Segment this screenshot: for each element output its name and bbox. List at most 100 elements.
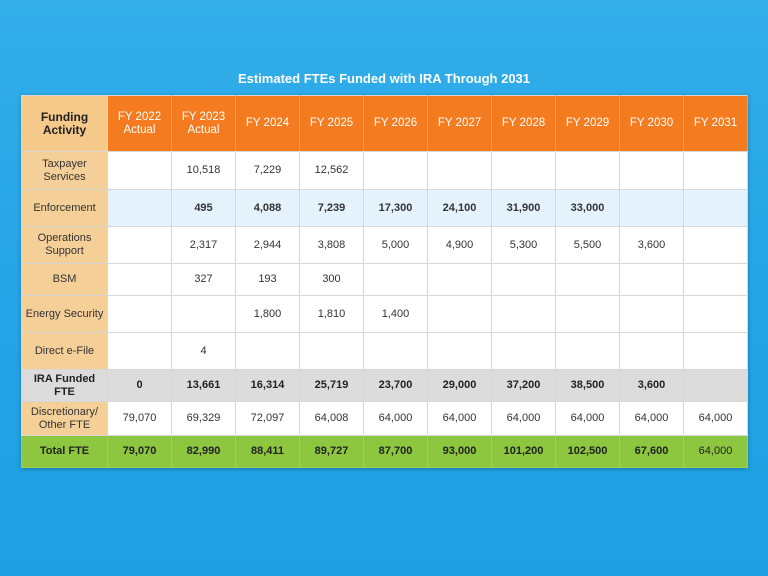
table-cell — [683, 151, 748, 190]
table-cell: 193 — [235, 263, 300, 296]
table-row: Operations Support 2,317 2,944 3,808 5,000 4,… — [21, 226, 748, 264]
row-label: Operations Support — [21, 226, 108, 264]
table-cell — [427, 151, 492, 190]
table-cell — [299, 332, 364, 370]
table-cell: 31,900 — [491, 189, 556, 227]
table-cell — [683, 369, 748, 402]
table-cell: 88,411 — [235, 435, 300, 468]
table-cell: 101,200 — [491, 435, 556, 468]
table-cell — [107, 151, 172, 190]
table-cell: 3,600 — [619, 369, 684, 402]
table-cell: 17,300 — [363, 189, 428, 227]
table-cell: 64,000 — [363, 401, 428, 436]
column-header-year: FY 2025 — [309, 117, 354, 129]
table-cell: 7,229 — [235, 151, 300, 190]
table-cell — [363, 263, 428, 296]
table-cell — [555, 263, 620, 296]
row-label: Direct e-File — [21, 332, 108, 370]
table-cell — [427, 295, 492, 333]
row-label: Total FTE — [21, 435, 108, 468]
table-cell: 2,317 — [171, 226, 236, 264]
table-cell: 5,500 — [555, 226, 620, 264]
table-cell: 23,700 — [363, 369, 428, 402]
table-cell: 5,300 — [491, 226, 556, 264]
table-cell: 4,900 — [427, 226, 492, 264]
column-header: FY 2026 — [363, 95, 428, 152]
row-label: IRA Funded FTE — [21, 369, 108, 402]
table-cell: 3,600 — [619, 226, 684, 264]
column-header: FY 2023 Actual — [171, 95, 236, 152]
table-cell: 10,518 — [171, 151, 236, 190]
table-body: Taxpayer Services 10,518 7,229 12,562 Enforc… — [21, 151, 748, 468]
table-cell: 64,000 — [491, 401, 556, 436]
table-cell: 25,719 — [299, 369, 364, 402]
table-cell — [619, 263, 684, 296]
column-header: FY 2025 — [299, 95, 364, 152]
table-cell — [683, 189, 748, 227]
table-cell: 64,000 — [619, 401, 684, 436]
table-cell: 69,329 — [171, 401, 236, 436]
table-cell — [363, 151, 428, 190]
table-cell: 64,008 — [299, 401, 364, 436]
table-row: Discretionary/ Other FTE 79,070 69,329 72,0… — [21, 401, 748, 436]
table-cell: 64,000 — [555, 401, 620, 436]
column-header: FY 2030 — [619, 95, 684, 152]
column-header: FY 2022 Actual — [107, 95, 172, 152]
table-cell — [363, 332, 428, 370]
table-cell — [235, 332, 300, 370]
table-cell: 82,990 — [171, 435, 236, 468]
table-cell — [555, 332, 620, 370]
column-header-year: FY 2028 — [501, 117, 546, 129]
table-row: Taxpayer Services 10,518 7,229 12,562 — [21, 151, 748, 190]
column-header-year: FY 2024 — [245, 117, 290, 129]
column-header: FY 2027 — [427, 95, 492, 152]
row-label: Taxpayer Services — [21, 151, 108, 190]
column-header-year: FY 2022 — [117, 110, 162, 123]
table-cell — [555, 151, 620, 190]
table-cell: 13,661 — [171, 369, 236, 402]
column-header-year: FY 2026 — [373, 117, 418, 129]
column-header: FY 2029 — [555, 95, 620, 152]
table-cell — [619, 295, 684, 333]
table-cell — [491, 332, 556, 370]
table-cell — [619, 332, 684, 370]
table-cell: 24,100 — [427, 189, 492, 227]
table-cell: 5,000 — [363, 226, 428, 264]
table-cell — [491, 295, 556, 333]
table-cell: 4 — [171, 332, 236, 370]
column-header-qualifier: Actual — [187, 123, 220, 136]
table-cell: 0 — [107, 369, 172, 402]
row-label: BSM — [21, 263, 108, 296]
table-cell: 64,000 — [683, 401, 748, 436]
table-cell: 33,000 — [555, 189, 620, 227]
header-row: Funding Activity FY 2022 Actual FY 2023 Act… — [21, 95, 748, 152]
table-cell: 2,944 — [235, 226, 300, 264]
table-cell: 93,000 — [427, 435, 492, 468]
table-title: Estimated FTEs Funded with IRA Through 2… — [237, 71, 531, 86]
table-cell — [555, 295, 620, 333]
table-cell — [107, 263, 172, 296]
table-cell: 16,314 — [235, 369, 300, 402]
row-label: Enforcement — [21, 189, 108, 227]
table-cell: 1,400 — [363, 295, 428, 333]
table-cell: 79,070 — [107, 435, 172, 468]
table-cell: 102,500 — [555, 435, 620, 468]
table-cell — [683, 226, 748, 264]
table-cell: 89,727 — [299, 435, 364, 468]
table-cell: 1,800 — [235, 295, 300, 333]
column-header: FY 2028 — [491, 95, 556, 152]
table-cell: 3,808 — [299, 226, 364, 264]
table-cell — [683, 263, 748, 296]
table-cell: 300 — [299, 263, 364, 296]
table-cell — [427, 263, 492, 296]
fte-table: Funding Activity FY 2022 Actual FY 2023 Act… — [21, 95, 748, 468]
table-cell: 495 — [171, 189, 236, 227]
table-cell: 12,562 — [299, 151, 364, 190]
table-cell — [427, 332, 492, 370]
column-header-qualifier: Actual — [123, 123, 156, 136]
table-cell — [619, 151, 684, 190]
table-cell — [491, 263, 556, 296]
table-cell — [107, 189, 172, 227]
table-cell: 1,810 — [299, 295, 364, 333]
table-cell — [491, 151, 556, 190]
